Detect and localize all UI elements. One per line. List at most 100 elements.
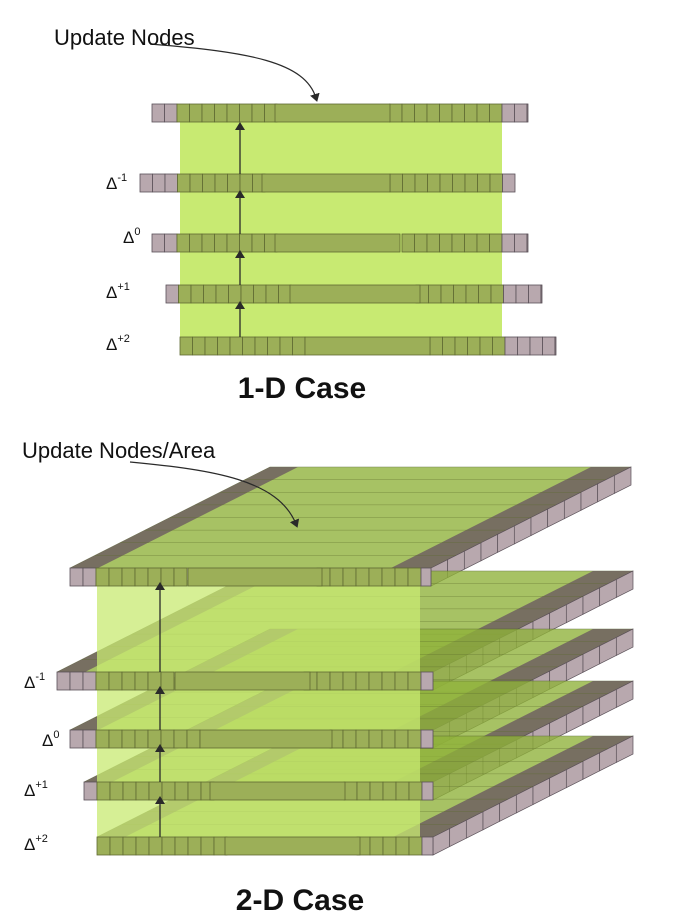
cell bbox=[109, 836, 124, 856]
cell bbox=[407, 671, 422, 691]
cell bbox=[381, 729, 396, 749]
cell bbox=[407, 729, 422, 749]
cell bbox=[381, 671, 396, 691]
cell bbox=[401, 233, 415, 253]
cell bbox=[95, 567, 110, 587]
one-d-row-delta-0 bbox=[151, 233, 529, 253]
cell bbox=[174, 781, 189, 801]
cell bbox=[253, 284, 267, 304]
cell bbox=[502, 173, 516, 193]
cell bbox=[173, 567, 188, 587]
cell bbox=[489, 103, 503, 123]
cell bbox=[239, 173, 253, 193]
cell bbox=[161, 836, 176, 856]
cell bbox=[278, 284, 292, 304]
cell bbox=[329, 671, 344, 691]
cell bbox=[329, 567, 344, 587]
cell bbox=[189, 173, 203, 193]
cell bbox=[56, 671, 71, 691]
cell bbox=[489, 173, 503, 193]
cell bbox=[189, 233, 203, 253]
one-d-rows bbox=[139, 103, 557, 356]
cell bbox=[420, 729, 434, 749]
side-cell bbox=[613, 466, 632, 494]
one-d-caption: 1-D Case bbox=[238, 372, 366, 405]
side-cell bbox=[615, 570, 634, 598]
cell bbox=[82, 671, 97, 691]
cell bbox=[122, 781, 137, 801]
cell bbox=[215, 284, 229, 304]
cell bbox=[355, 671, 370, 691]
cell bbox=[161, 781, 176, 801]
cell bbox=[229, 336, 243, 356]
cell bbox=[394, 671, 409, 691]
solid-segment bbox=[274, 103, 391, 123]
cell bbox=[151, 103, 165, 123]
cell bbox=[69, 567, 84, 587]
cell bbox=[203, 284, 217, 304]
cell bbox=[414, 173, 428, 193]
cell bbox=[479, 336, 493, 356]
cell bbox=[121, 671, 136, 691]
cell bbox=[292, 336, 306, 356]
two-d-rows bbox=[56, 567, 434, 856]
cell bbox=[477, 173, 491, 193]
cell bbox=[408, 836, 423, 856]
cell bbox=[414, 233, 428, 253]
cell bbox=[465, 284, 479, 304]
cell bbox=[452, 173, 466, 193]
cell bbox=[476, 103, 490, 123]
cell bbox=[95, 671, 110, 691]
cell bbox=[478, 284, 492, 304]
cell bbox=[408, 781, 423, 801]
cell bbox=[134, 729, 149, 749]
cell bbox=[514, 103, 528, 123]
cell bbox=[201, 233, 215, 253]
one-d-row-update bbox=[151, 103, 529, 123]
cell bbox=[426, 233, 440, 253]
cell bbox=[251, 103, 265, 123]
cell bbox=[342, 729, 357, 749]
cell bbox=[160, 671, 175, 691]
two-d-diagram: Update Nodes/Area Δ-1 Δ0 Δ+1 Δ+2 2-D Cas… bbox=[22, 438, 634, 917]
cell bbox=[164, 173, 178, 193]
two-d-row-delta-plus-1 bbox=[83, 781, 434, 801]
two-d-row-update bbox=[69, 567, 432, 587]
cell bbox=[356, 781, 371, 801]
cell bbox=[201, 103, 215, 123]
cell bbox=[177, 173, 191, 193]
cell bbox=[227, 173, 241, 193]
cell bbox=[542, 336, 556, 356]
cell bbox=[82, 729, 97, 749]
cell bbox=[382, 836, 397, 856]
cell bbox=[528, 284, 542, 304]
cell bbox=[389, 103, 403, 123]
cell bbox=[251, 233, 265, 253]
cell bbox=[526, 103, 529, 123]
cell bbox=[267, 336, 281, 356]
two-d-caption: 2-D Case bbox=[236, 884, 364, 917]
cell bbox=[389, 173, 403, 193]
two-d-level-delta-minus-1: Δ-1 bbox=[24, 671, 45, 692]
cell bbox=[108, 567, 123, 587]
cell bbox=[217, 336, 231, 356]
cell bbox=[164, 103, 178, 123]
cell bbox=[152, 173, 166, 193]
cell bbox=[69, 671, 84, 691]
cell bbox=[147, 729, 162, 749]
cell bbox=[492, 336, 506, 356]
cell bbox=[200, 836, 215, 856]
cell bbox=[109, 781, 124, 801]
cell bbox=[402, 173, 416, 193]
cell bbox=[135, 836, 150, 856]
one-d-diagram: Update Nodes Δ-1 Δ0 Δ+1 Δ+2 1-D Case bbox=[54, 25, 557, 405]
cell bbox=[529, 336, 543, 356]
one-d-row-delta-plus-1 bbox=[165, 284, 543, 304]
side-cell bbox=[615, 628, 634, 656]
cell bbox=[514, 233, 528, 253]
solid-segment bbox=[199, 729, 333, 749]
cell bbox=[178, 284, 192, 304]
cell bbox=[504, 336, 518, 356]
